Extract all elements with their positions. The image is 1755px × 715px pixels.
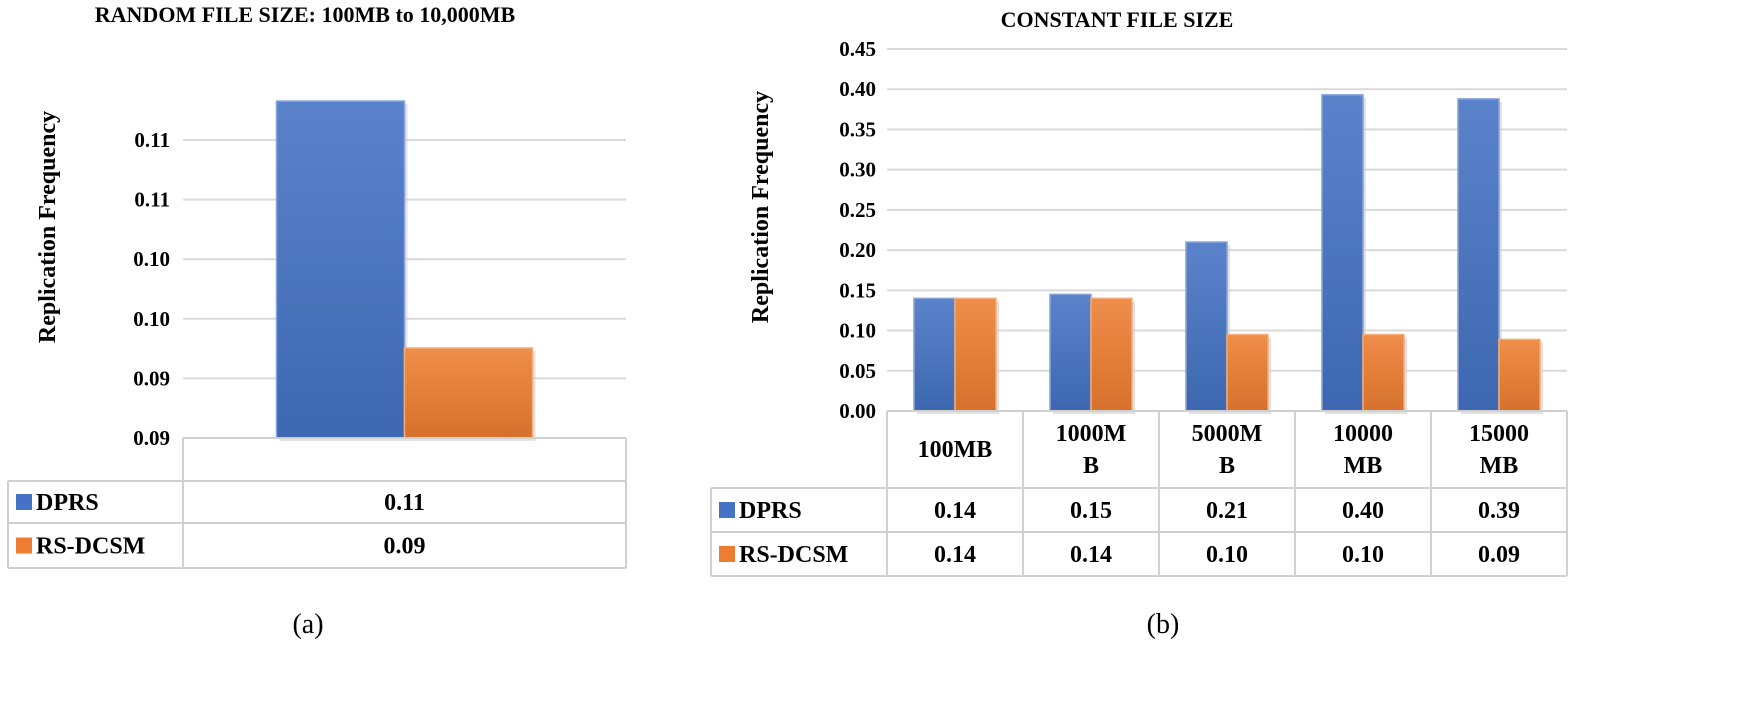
- chart-a-data-label: 0.09: [384, 534, 426, 560]
- chart-a-legend-swatch-rs-dcsm: [16, 537, 32, 554]
- chart-a-y-tick-label: 0.11: [134, 128, 170, 152]
- chart-b-data-label: 0.10: [1342, 542, 1384, 568]
- chart-b-category-label: 100MB: [918, 437, 993, 463]
- chart-a-legend-label: RS-DCSM: [36, 534, 145, 560]
- chart-b-category-label: MB: [1480, 453, 1519, 479]
- chart-a-caption: (a): [292, 609, 323, 640]
- chart-a: RANDOM FILE SIZE: 100MB to 10,000MB Repl…: [7, 2, 627, 640]
- chart-b-category-label: B: [1083, 453, 1099, 479]
- chart-b-y-tick-label: 0.30: [839, 158, 876, 182]
- chart-a-y-tick-label: 0.11: [134, 188, 170, 212]
- chart-b-category-label: MB: [1344, 453, 1383, 479]
- chart-b-data-label: 0.14: [1070, 542, 1112, 568]
- chart-b-category-label: 1000M: [1056, 421, 1127, 447]
- chart-b-y-tick-label: 0.00: [839, 399, 876, 423]
- chart-a-bar-dprs-0: [275, 100, 406, 439]
- chart-b-bar-dprs-1: [1049, 293, 1092, 412]
- chart-b-data-label: 0.39: [1478, 498, 1520, 524]
- chart-b-title: CONSTANT FILE SIZE: [1001, 7, 1234, 32]
- chart-a-bar-rs-dcsm-0: [403, 347, 534, 439]
- chart-b-legend-swatch-dprs: [719, 502, 735, 518]
- chart-b-data-label: 0.40: [1342, 498, 1384, 524]
- chart-b-y-tick-label: 0.35: [839, 117, 876, 141]
- chart-a-y-tick-label: 0.10: [133, 247, 170, 271]
- chart-b-bar-rs-dcsm-3: [1362, 333, 1405, 412]
- chart-b-data-label: 0.10: [1206, 542, 1248, 568]
- chart-b-bar-rs-dcsm-0: [954, 297, 997, 412]
- chart-a-y-tick-label: 0.09: [133, 426, 170, 450]
- chart-b-category-label: B: [1219, 453, 1235, 479]
- chart-a-data-label: 0.11: [384, 490, 425, 516]
- chart-b-y-axis-label: Replication Frequency: [748, 91, 774, 323]
- chart-b-caption: (b): [1147, 609, 1180, 640]
- chart-b-y-tick-label: 0.10: [839, 319, 876, 343]
- chart-b-bar-dprs-2: [1185, 241, 1228, 412]
- chart-b-bar-dprs-4: [1457, 98, 1500, 412]
- chart-b-data-label: 0.15: [1070, 498, 1112, 524]
- chart-b-data-label: 0.14: [934, 542, 976, 568]
- chart-b: CONSTANT FILE SIZE Replication Frequency…: [710, 7, 1568, 640]
- chart-b-category-label: 15000: [1469, 421, 1529, 447]
- chart-a-y-axis-label: Replication Frequency: [35, 111, 61, 343]
- chart-a-legend-swatch-dprs: [16, 494, 32, 510]
- chart-a-title: RANDOM FILE SIZE: 100MB to 10,000MB: [95, 2, 516, 27]
- chart-a-legend-label: DPRS: [36, 490, 99, 516]
- chart-b-bar-rs-dcsm-4: [1498, 338, 1541, 412]
- chart-b-bar-rs-dcsm-1: [1090, 297, 1133, 412]
- chart-b-data-label: 0.21: [1206, 498, 1248, 524]
- chart-b-bar-dprs-0: [913, 297, 956, 412]
- chart-b-legend-swatch-rs-dcsm: [719, 546, 735, 562]
- chart-b-category-label: 10000: [1333, 421, 1393, 447]
- chart-b-y-tick-label: 0.40: [839, 77, 876, 101]
- chart-b-data-label: 0.09: [1478, 542, 1520, 568]
- chart-b-y-tick-label: 0.15: [839, 278, 876, 302]
- chart-b-y-tick-label: 0.45: [839, 37, 876, 61]
- chart-b-data-label: 0.14: [934, 498, 976, 524]
- chart-a-y-tick-label: 0.10: [133, 307, 170, 331]
- chart-b-y-tick-label: 0.20: [839, 238, 876, 262]
- chart-b-bar-dprs-3: [1321, 94, 1364, 412]
- chart-b-category-label: 5000M: [1192, 421, 1263, 447]
- chart-b-y-tick-label: 0.05: [839, 359, 876, 383]
- chart-b-legend-label: DPRS: [739, 498, 802, 524]
- chart-a-y-tick-label: 0.09: [133, 366, 170, 390]
- chart-b-legend-label: RS-DCSM: [739, 542, 848, 568]
- chart-b-bar-rs-dcsm-2: [1226, 333, 1269, 412]
- chart-b-y-tick-label: 0.25: [839, 198, 876, 222]
